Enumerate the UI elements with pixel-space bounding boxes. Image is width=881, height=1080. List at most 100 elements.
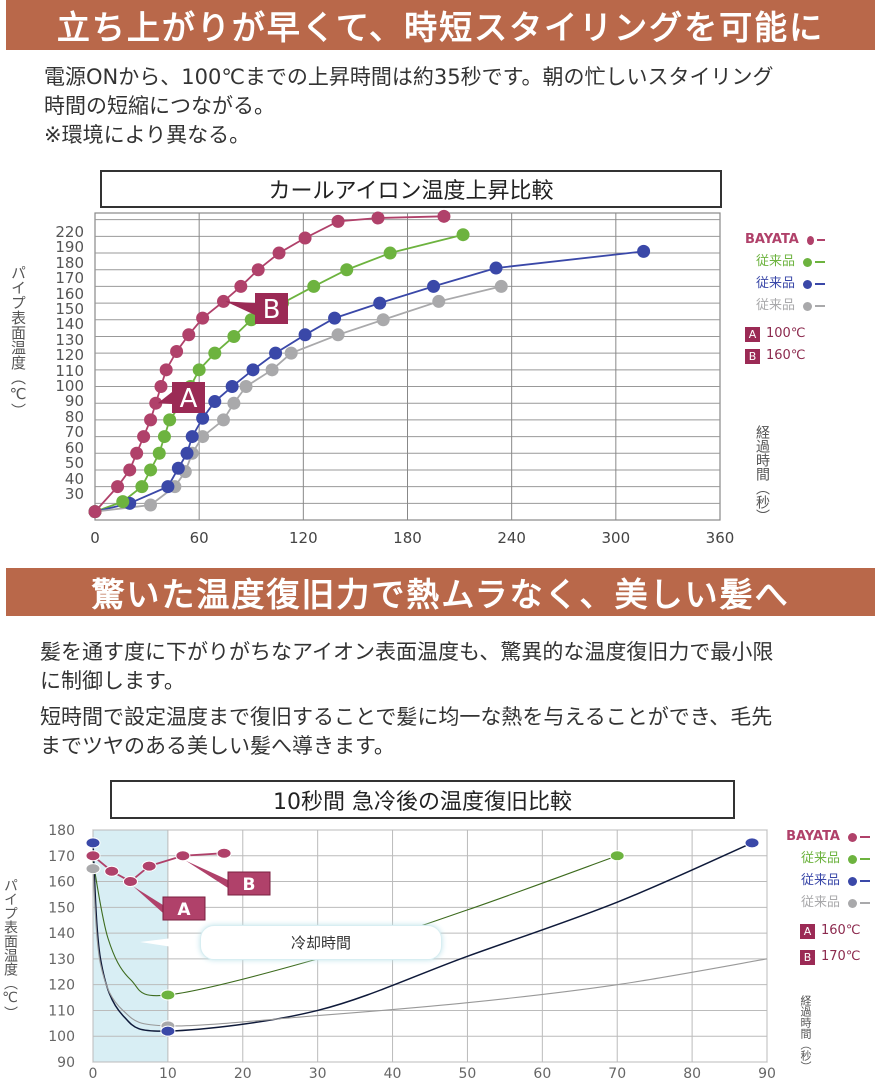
legend-item: 従来品 (770, 892, 870, 914)
x-tick-label: 0 (90, 529, 100, 547)
x-axis-label: 経過時間（秒） (799, 995, 812, 1072)
data-point (182, 328, 196, 342)
annotation-label: A (180, 384, 198, 414)
x-tick-label: 50 (459, 1066, 477, 1080)
y-tick-label: 40 (64, 469, 84, 488)
data-point (489, 261, 503, 275)
y-tick-label: 70 (64, 423, 84, 442)
x-tick-label: 240 (497, 529, 526, 547)
dot-icon (848, 876, 857, 886)
marker-a-text: 160℃ (821, 923, 861, 938)
data-point (85, 837, 101, 849)
dash-icon (860, 880, 870, 882)
data-point (272, 246, 286, 260)
y-tick-label: 160 (55, 284, 84, 303)
x-tick-label: 120 (289, 529, 318, 547)
data-point (149, 396, 163, 410)
data-point (208, 346, 222, 360)
callout-pointer (140, 934, 205, 952)
y-tick-label: 30 (64, 484, 84, 503)
x-tick-label: 0 (89, 1066, 98, 1080)
y-tick-label: 140 (48, 926, 75, 942)
data-point (427, 279, 441, 293)
series-line (92, 868, 768, 1027)
dash-icon (817, 239, 825, 241)
y-tick-label: 90 (64, 392, 84, 411)
annotation-box (255, 293, 288, 324)
data-point (161, 480, 175, 494)
text-line: 電源ONから、100℃までの上昇時間は約35秒です。朝の忙しいスタイリング (44, 65, 774, 89)
x-tick-label: 60 (533, 1066, 551, 1080)
legend-label: 従来品 (755, 254, 795, 269)
legend-marker-b: B 160℃ (745, 345, 825, 367)
data-point (208, 395, 222, 409)
y-tick-label: 110 (48, 1003, 75, 1019)
data-point (373, 296, 387, 310)
y-tick-label: 100 (55, 377, 84, 396)
y-tick-label: 150 (48, 900, 75, 916)
dash-icon (860, 836, 870, 838)
y-tick-label: 100 (48, 1029, 75, 1045)
text-line: 時間の短縮につながる。 (44, 94, 275, 118)
data-point (383, 246, 397, 260)
y-tick-label: 120 (48, 978, 75, 994)
data-point (192, 363, 206, 377)
data-point (225, 380, 239, 394)
annotation-label: A (177, 900, 191, 920)
y-tick-label: 150 (55, 300, 84, 319)
x-tick-label: 40 (384, 1066, 402, 1080)
legend-item: BAYATA (770, 826, 870, 848)
data-point (141, 860, 157, 872)
data-point (227, 329, 241, 343)
data-point (196, 411, 210, 425)
data-point (331, 328, 345, 342)
legend-item: 従来品 (745, 273, 825, 295)
legend-label: 従来品 (755, 298, 795, 313)
text-line: 髪を通す度に下がりがちなアイオン表面温度も、驚異的な温度復旧力で最小限 (40, 640, 774, 664)
chart-title: 10秒間 急冷後の温度復旧比較 (110, 780, 735, 819)
x-tick-label: 80 (683, 1066, 701, 1080)
dot-icon (848, 854, 857, 864)
dot-icon (848, 832, 857, 842)
y-tick-label: 120 (55, 346, 84, 365)
intro-text: 電源ONから、100℃までの上昇時間は約35秒です。朝の忙しいスタイリング 時間… (44, 63, 774, 150)
chart-title: カールアイロン温度上昇比較 (100, 170, 722, 208)
legend-label: BAYATA (745, 232, 799, 247)
marker-a-text: 100℃ (766, 326, 806, 341)
data-point (432, 294, 446, 308)
dot-icon (848, 898, 857, 908)
description-text: 髪を通す度に下がりがちなアイオン表面温度も、驚異的な温度復旧力で最小限 に制御し… (40, 638, 773, 761)
data-point (251, 263, 265, 277)
data-point (269, 346, 283, 360)
data-point (196, 430, 210, 444)
marker-a-icon: A (800, 923, 815, 939)
legend-marker-b: B 170℃ (800, 946, 870, 968)
data-point (331, 214, 345, 228)
data-point (234, 279, 248, 293)
series-line (92, 855, 618, 997)
annotation-pointer (225, 301, 255, 315)
series-line (92, 842, 753, 1032)
data-point (144, 413, 158, 427)
data-point (216, 413, 230, 427)
x-tick-label: 360 (706, 529, 735, 547)
marker-b-icon: B (800, 949, 815, 965)
data-point (170, 344, 184, 358)
annotation-box (227, 871, 271, 896)
data-point (159, 363, 173, 377)
y-tick-label: 160 (48, 875, 75, 891)
data-point (154, 380, 168, 394)
data-point (85, 863, 101, 875)
y-axis-label: パイプ表面温度（℃） (9, 265, 27, 418)
data-point (157, 430, 171, 444)
dot-icon (803, 257, 812, 267)
legend-item: 従来品 (770, 870, 870, 892)
data-point (160, 1025, 176, 1037)
y-tick-label: 80 (64, 407, 84, 426)
data-point (298, 231, 312, 245)
x-tick-label: 300 (602, 529, 631, 547)
legend-marker-a: A 160℃ (800, 920, 870, 942)
data-point (144, 463, 158, 477)
y-tick-labels: 220 190 180 170 160 150 140 130 120 110 100 90 80 70 6… (44, 224, 84, 503)
